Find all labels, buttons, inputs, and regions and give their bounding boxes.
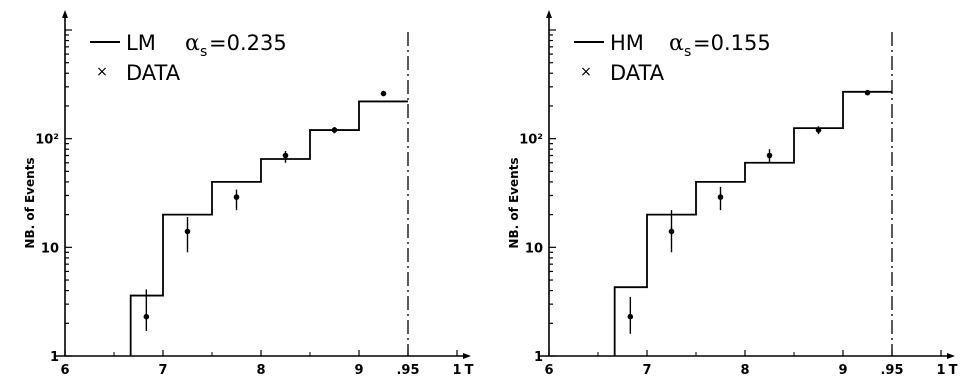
y-tick-label: 10² xyxy=(519,133,543,148)
data-point xyxy=(143,313,150,320)
data-point xyxy=(627,313,634,320)
x-tick-label: 1 xyxy=(452,363,461,378)
data-point xyxy=(380,90,387,97)
data-point xyxy=(331,127,338,133)
legend-alpha-value: =0.235 xyxy=(209,31,287,55)
x-tick-label: 9 xyxy=(354,363,363,378)
x-tick-label: 7 xyxy=(158,363,167,378)
x-axis-right: 6 7 8 9 .95 1 T xyxy=(539,350,958,378)
legend-left: LM α s =0.235 × DATA xyxy=(90,31,287,85)
legend-alpha-symbol: α xyxy=(669,31,684,56)
y-axis-arrow xyxy=(62,10,68,18)
y-axis-label: NB. of Events xyxy=(507,157,521,248)
data-point xyxy=(717,194,724,200)
y-tick-label: 1 xyxy=(50,350,59,365)
legend-data-label: DATA xyxy=(126,61,181,85)
data-points-left xyxy=(143,90,387,331)
y-axis-left: 1 10 10² NB. of Events xyxy=(23,10,72,365)
data-point xyxy=(815,127,822,133)
legend-alpha-value: =0.155 xyxy=(693,31,771,55)
legend-data-label: DATA xyxy=(610,61,665,85)
y-tick-label: 10 xyxy=(525,241,543,256)
x-tick-label: 1 xyxy=(936,363,945,378)
data-point xyxy=(766,152,773,159)
x-axis-arrow xyxy=(463,353,471,359)
y-tick-label: 10 xyxy=(41,241,59,256)
legend-data-marker: × xyxy=(96,64,108,80)
data-point xyxy=(864,89,871,96)
data-point xyxy=(184,228,191,235)
x-axis-label: T xyxy=(465,363,474,378)
y-axis-label: NB. of Events xyxy=(23,157,37,248)
x-tick-label: 8 xyxy=(256,363,265,378)
histogram-line xyxy=(613,90,892,356)
legend-alpha-symbol: α xyxy=(185,31,200,56)
x-tick-label: 9 xyxy=(838,363,847,378)
y-axis-right: 1 10 10² NB. of Events xyxy=(507,10,556,365)
y-axis-arrow xyxy=(546,10,552,18)
data-point xyxy=(282,152,289,159)
data-point xyxy=(668,228,675,235)
data-points-right xyxy=(627,89,871,334)
x-tick-label: 6 xyxy=(544,363,553,378)
legend-model-label: LM xyxy=(126,31,156,55)
y-tick-label: 1 xyxy=(534,350,543,365)
x-tick-label: .95 xyxy=(880,363,903,378)
legend-alpha-subscript: s xyxy=(200,44,207,60)
legend-right: HM α s =0.155 × DATA xyxy=(574,31,771,85)
legend-alpha-subscript: s xyxy=(684,44,691,60)
histogram-line xyxy=(129,100,408,356)
x-axis-label: T xyxy=(949,363,958,378)
x-axis-arrow xyxy=(947,353,955,359)
histogram-left xyxy=(129,100,408,356)
y-tick-label: 10² xyxy=(35,133,59,148)
data-point xyxy=(233,194,240,200)
x-tick-label: 6 xyxy=(60,363,69,378)
x-axis-left: 6 7 8 9 .95 1 T xyxy=(55,350,474,378)
x-tick-label: 8 xyxy=(740,363,749,378)
legend-data-marker: × xyxy=(580,64,592,80)
histogram-right xyxy=(613,90,892,356)
legend-model-label: HM xyxy=(610,31,644,55)
x-tick-label: .95 xyxy=(396,363,419,378)
x-tick-label: 7 xyxy=(642,363,651,378)
